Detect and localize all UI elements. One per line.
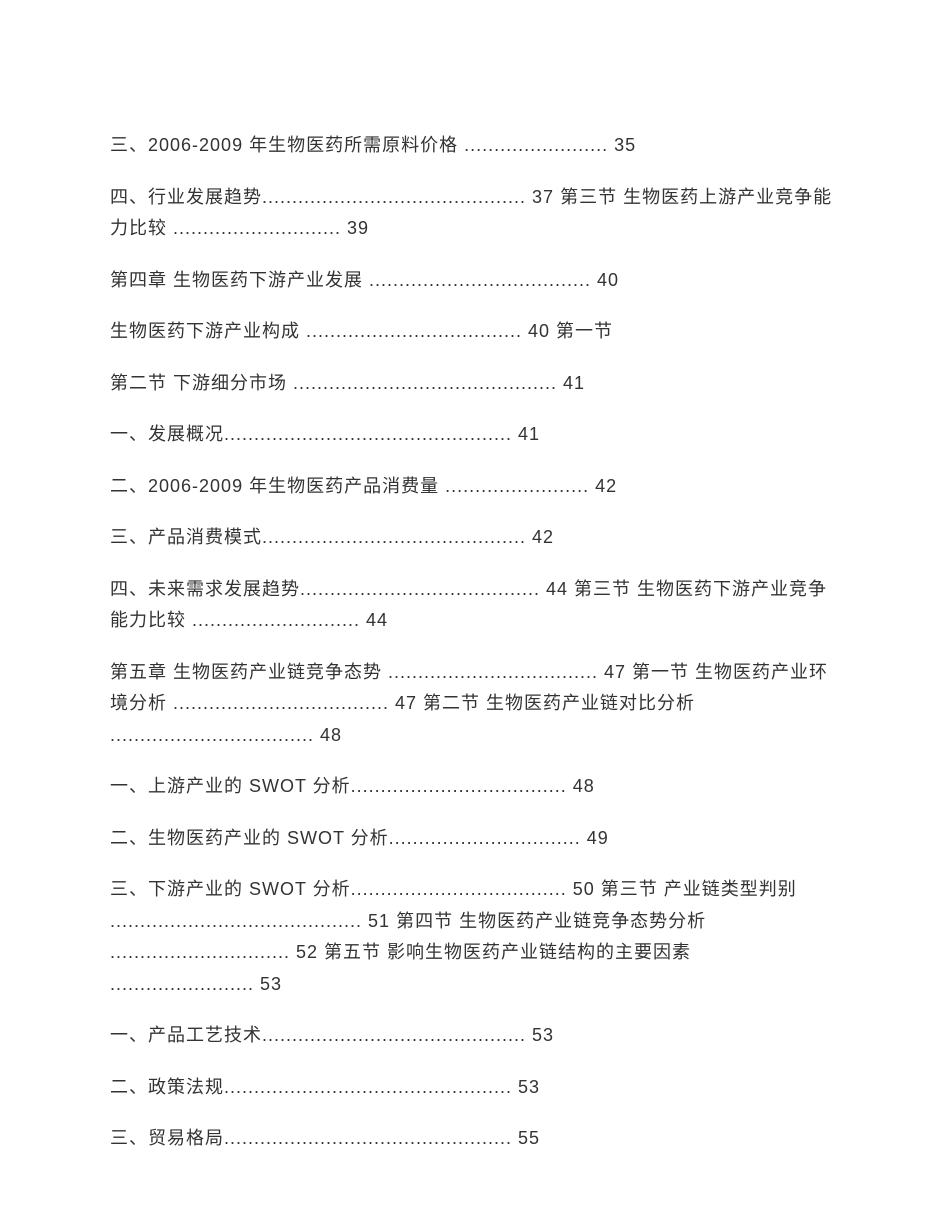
- toc-entry: 一、发展概况..................................…: [110, 419, 840, 451]
- toc-entry: 二、生物医药产业的 SWOT 分析.......................…: [110, 823, 840, 855]
- toc-entry: 一、产品工艺技术................................…: [110, 1020, 840, 1052]
- toc-entry: 三、下游产业的 SWOT 分析.........................…: [110, 874, 840, 1000]
- toc-entry: 第四章 生物医药下游产业发展 .........................…: [110, 265, 840, 297]
- toc-entry: 一、上游产业的 SWOT 分析.........................…: [110, 771, 840, 803]
- table-of-contents: 三、2006-2009 年生物医药所需原料价格 ................…: [110, 130, 840, 1155]
- toc-entry: 第二节 下游细分市场 .............................…: [110, 368, 840, 400]
- toc-entry: 生物医药下游产业构成 .............................…: [110, 316, 840, 348]
- toc-entry: 四、未来需求发展趋势..............................…: [110, 574, 840, 637]
- toc-entry: 三、2006-2009 年生物医药所需原料价格 ................…: [110, 130, 840, 162]
- toc-entry: 第五章 生物医药产业链竞争态势 ........................…: [110, 657, 840, 752]
- toc-entry: 三、产品消费模式................................…: [110, 522, 840, 554]
- toc-entry: 四、行业发展趋势................................…: [110, 182, 840, 245]
- toc-entry: 三、贸易格局..................................…: [110, 1123, 840, 1155]
- toc-entry: 二、政策法规..................................…: [110, 1072, 840, 1104]
- toc-entry: 二、2006-2009 年生物医药产品消费量 .................…: [110, 471, 840, 503]
